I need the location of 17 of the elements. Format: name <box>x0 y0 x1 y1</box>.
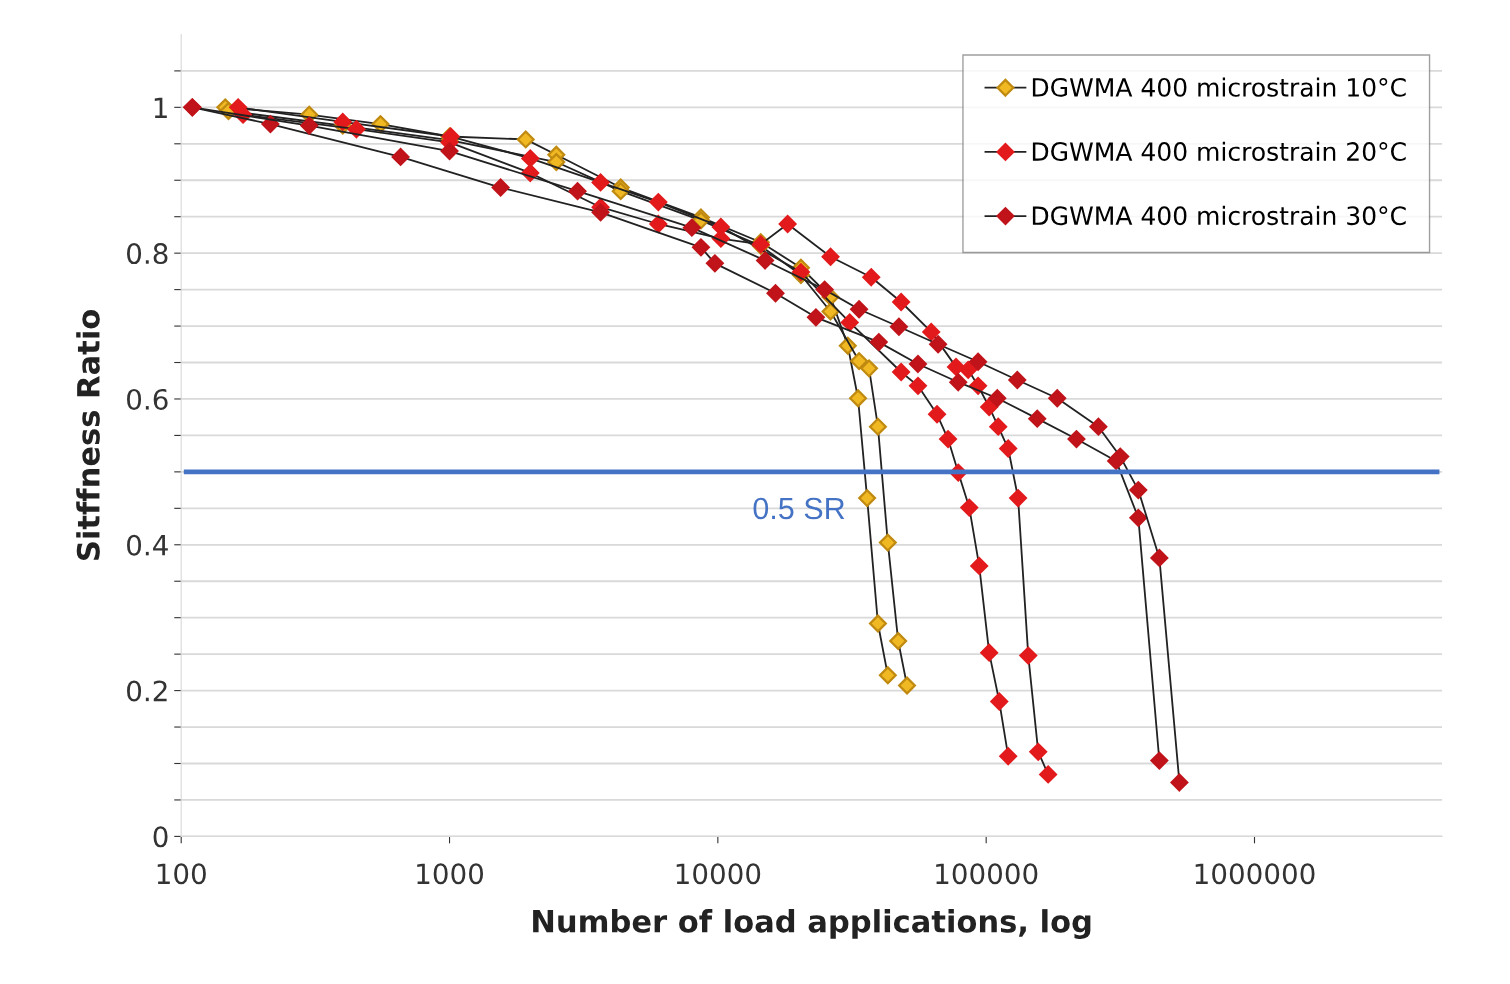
ref-line-label: 0.5 SR <box>753 497 845 520</box>
y-tick-label: 0 <box>153 826 168 848</box>
x-axis-title: Number of load applications, log <box>533 909 1091 939</box>
x-tick-label: 100000 <box>936 863 1038 885</box>
y-axis-title: Sitffness Ratio <box>76 310 100 560</box>
y-tick-label: 0.8 <box>127 243 168 265</box>
legend-label: DGWMA 400 microstrain 20°C <box>1032 141 1406 162</box>
x-tick-label: 1000 <box>417 863 484 885</box>
y-tick-label: 0.6 <box>127 388 168 410</box>
y-tick-label: 1 <box>154 97 167 118</box>
legend-label: DGWMA 400 microstrain 30°C <box>1032 205 1406 226</box>
x-tick-label: 1000000 <box>1195 863 1315 885</box>
x-tick-label: 100 <box>157 863 206 885</box>
y-tick-label: 0.4 <box>127 534 168 556</box>
y-tick-label: 0.2 <box>127 680 167 702</box>
legend-label: DGWMA 400 microstrain 10°C <box>1032 77 1406 97</box>
x-tick-label: 10000 <box>676 863 761 885</box>
